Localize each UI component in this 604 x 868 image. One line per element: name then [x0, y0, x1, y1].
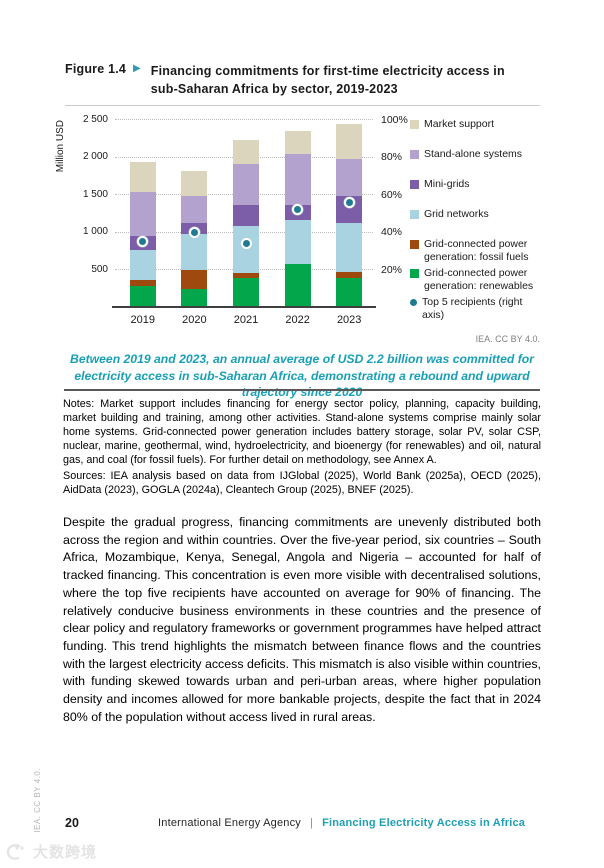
- legend-swatch-icon: [410, 180, 419, 189]
- legend-swatch-icon: [410, 150, 419, 159]
- y-axis-tick: 500: [91, 263, 108, 275]
- legend-label: Grid networks: [424, 208, 489, 220]
- y-axis-tick: 2 500: [82, 113, 108, 125]
- chart-credit: IEA. CC BY 4.0.: [475, 334, 540, 344]
- watermark-text: 大数跨境: [33, 843, 98, 861]
- footer-report-title: Financing Electricity Access in Africa: [322, 817, 526, 829]
- side-license-label: IEA. CC BY 4.0.: [33, 768, 42, 833]
- footer-agency: International Energy Agency: [158, 817, 301, 829]
- legend-swatch-icon: [410, 269, 419, 278]
- legend-item: Top 5 recipients (right axis): [410, 296, 544, 322]
- bar-segment: [336, 271, 363, 279]
- bar-segment: [129, 250, 156, 281]
- legend-item: Grid-connected power generation: renewab…: [410, 267, 544, 293]
- bar-segment: [181, 233, 208, 270]
- right-axis-tick: 40%: [381, 226, 403, 238]
- bar-segment: [284, 263, 311, 307]
- bar-segment: [233, 204, 259, 227]
- legend-item: Mini-grids: [410, 178, 544, 191]
- footer: International Energy Agency | Financing …: [158, 817, 525, 829]
- legend-swatch-icon: [410, 240, 419, 249]
- header-divider: [65, 105, 540, 106]
- x-axis-tick: 2020: [182, 313, 207, 326]
- right-axis-tick: 80%: [381, 151, 403, 163]
- page-number: 20: [65, 816, 79, 830]
- legend-label: Stand-alone systems: [424, 148, 523, 160]
- bar-segment: [181, 289, 208, 307]
- top5-recipients-dot: [240, 237, 252, 249]
- bar-segment: [233, 226, 259, 273]
- y-axis-tick: 2 000: [82, 151, 108, 162]
- figure-notes: Notes: Market support includes financing…: [63, 398, 541, 466]
- right-axis-tick: 20%: [381, 263, 403, 276]
- bar-segment: [284, 219, 311, 264]
- bar-segment: [129, 191, 156, 236]
- figure-arrow-icon: ▶: [133, 63, 141, 74]
- bar-segment: [233, 272, 259, 279]
- legend-item: Grid networks: [410, 208, 544, 221]
- bar-segment: [181, 171, 208, 196]
- top5-recipients-dot: [137, 235, 149, 247]
- bar-segment: [181, 195, 208, 223]
- x-axis-line: [112, 306, 376, 308]
- bar-segment: [181, 269, 208, 289]
- legend-item: Stand-alone systems: [410, 148, 544, 161]
- legend-swatch-icon: [410, 120, 419, 129]
- bar-segment: [336, 222, 363, 272]
- bar-segment: [284, 154, 311, 206]
- bar-segment: [129, 286, 156, 307]
- bar-segment: [336, 158, 363, 196]
- right-axis-tick: 100%: [381, 113, 408, 126]
- bar-segment: [233, 278, 259, 307]
- x-axis-tick: 2022: [285, 313, 310, 326]
- legend-label: Mini-grids: [424, 178, 470, 190]
- bar-segment: [233, 140, 259, 164]
- top5-recipients-dot: [292, 204, 304, 215]
- right-axis-tick: 60%: [381, 188, 403, 201]
- watermark-logo-icon: [6, 843, 24, 860]
- figure-header: Figure 1.4 ▶ Financing commitments for f…: [65, 62, 545, 98]
- bar-segment: [284, 130, 311, 154]
- y-axis-tick: 1 500: [82, 188, 108, 200]
- bar-segment: [129, 161, 156, 192]
- legend-item: Grid-connected power generation: fossil …: [410, 238, 544, 264]
- figure-title: Financing commitments for first-time ele…: [150, 64, 505, 96]
- legend-label: Top 5 recipients (right axis): [422, 296, 523, 321]
- top5-recipients-dot: [188, 226, 200, 238]
- figure-sources: Sources: IEA analysis based on data from…: [63, 470, 541, 496]
- chart-legend: Market support Stand-alone systems Mini-gr…: [410, 118, 544, 325]
- chart-plot: [115, 119, 373, 307]
- bar-segment: [336, 278, 363, 307]
- stacked-bar-chart: Million USD Market support Stand-alone sy…: [55, 112, 544, 338]
- legend-item: Market support: [410, 118, 544, 131]
- gridline: [115, 119, 373, 120]
- bar-segment: [233, 163, 259, 205]
- legend-label: Grid-connected power generation: renewab…: [424, 267, 534, 292]
- bar-segment: [129, 280, 156, 286]
- watermark: 大数跨境: [5, 841, 97, 862]
- legend-label: Market support: [424, 118, 495, 130]
- legend-dot-icon: [410, 299, 417, 306]
- figure-label: Figure 1.4: [65, 62, 127, 76]
- y-axis-title-text: Million USD: [55, 120, 66, 173]
- y-axis-tick: 1 000: [82, 226, 108, 237]
- key-message-callout: Between 2019 and 2023, an annual average…: [70, 352, 534, 399]
- x-axis-tick: 2023: [336, 313, 362, 326]
- bar-segment: [336, 124, 363, 159]
- x-axis-tick: 2021: [233, 313, 259, 326]
- legend-swatch-icon: [410, 210, 419, 219]
- legend-label: Grid-connected power generation: fossil …: [424, 238, 529, 263]
- callout-divider: [64, 389, 540, 391]
- top5-recipients-dot: [343, 196, 355, 208]
- footer-divider: |: [310, 817, 314, 829]
- body-paragraph: Despite the gradual progress, financing …: [63, 515, 541, 724]
- x-axis-tick: 2019: [130, 313, 156, 326]
